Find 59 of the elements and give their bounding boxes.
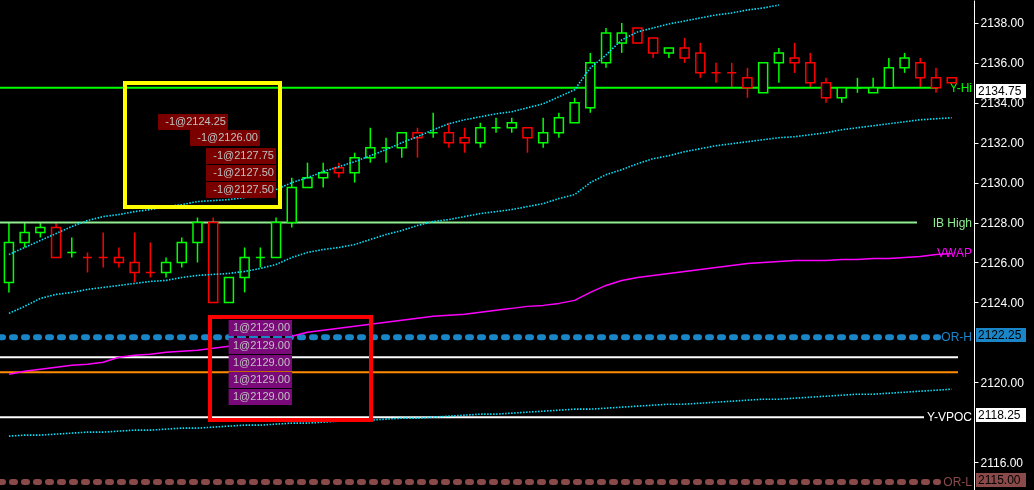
candlestick: [475, 122, 486, 149]
text: 2122.25: [978, 328, 1022, 342]
candlestick: [805, 52, 816, 89]
candlestick: [537, 117, 549, 149]
annotation: -1@2126.00: [197, 131, 258, 143]
annotation: 1@2129.00: [232, 373, 290, 385]
candlestick: [443, 122, 455, 149]
candlestick: [789, 42, 800, 74]
annotation: -1@2127.50: [213, 183, 274, 195]
candlestick: [569, 97, 580, 124]
text: 2118.25: [978, 408, 1021, 422]
ref-line-label: OR-H: [941, 330, 972, 345]
candlestick: [176, 236, 188, 269]
candlestick: [192, 216, 203, 264]
candlestick: [239, 246, 250, 294]
y-tick-label: 2134.00: [980, 96, 1025, 111]
candlestick: [695, 42, 706, 79]
ref-line-label: IB High: [932, 215, 972, 230]
candlestick: [19, 221, 30, 249]
annotation: 1@2129.00: [232, 356, 290, 368]
annotation: 1@2129.00: [232, 321, 290, 333]
y-tick-label: 2116.00: [980, 455, 1024, 470]
candlestick: [647, 37, 659, 59]
candlestick: [773, 47, 785, 84]
candlestick: [302, 161, 313, 189]
text: 2115.00: [978, 473, 1021, 487]
y-tick-label: 2128.00: [980, 216, 1025, 231]
y-tick-label: 2120.00: [980, 375, 1025, 390]
candlestick: [349, 151, 360, 184]
candlestick: [365, 126, 376, 164]
candlestick: [915, 57, 926, 89]
ref-line-label: Y-Hi: [949, 80, 972, 95]
annotation: -1@2124.25: [165, 115, 226, 127]
series-label: VWAP: [937, 246, 972, 261]
candlestick: [742, 67, 753, 99]
annotation: -1@2127.75: [213, 149, 274, 161]
candlestick: [160, 256, 172, 279]
annotation: -1@2127.50: [213, 166, 274, 178]
candlestick: [129, 231, 140, 284]
candlestick: [616, 22, 627, 54]
candlestick: [522, 126, 533, 154]
text: 2134.75: [978, 84, 1022, 98]
candlestick: [679, 37, 690, 64]
annotation: 1@2129.00: [232, 339, 290, 351]
candlestick: [553, 112, 565, 139]
candlestick: [113, 246, 125, 269]
candlestick: [899, 52, 910, 74]
y-tick-label: 2124.00: [980, 295, 1025, 310]
y-tick-label: 2136.00: [980, 56, 1025, 71]
y-tick-label: 2130.00: [980, 176, 1025, 191]
y-tick-label: 2132.00: [980, 136, 1025, 151]
candlestick: [459, 126, 470, 154]
annotation: 1@2129.00: [232, 390, 290, 402]
candlestick: [820, 77, 832, 104]
ref-line-label: Y-VPOC: [927, 410, 973, 425]
y-tick-label: 2126.00: [980, 255, 1025, 270]
y-tick-label: 2138.00: [980, 16, 1025, 31]
ref-line-label: OR-L: [943, 475, 973, 490]
candlestick: [930, 67, 942, 94]
